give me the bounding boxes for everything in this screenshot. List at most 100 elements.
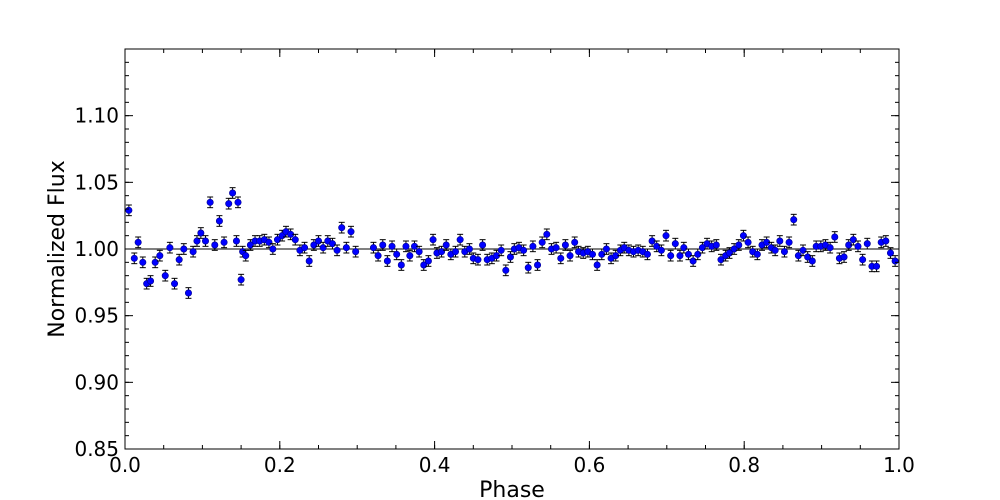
point-marker — [456, 236, 464, 244]
data-point — [826, 241, 834, 254]
point-marker — [873, 262, 881, 270]
data-point — [442, 239, 450, 251]
point-marker — [717, 256, 725, 264]
point-marker — [739, 232, 747, 240]
data-point — [543, 228, 551, 241]
point-marker — [557, 254, 565, 262]
data-point — [776, 235, 784, 247]
data-point — [429, 233, 437, 246]
point-marker — [502, 266, 510, 274]
point-marker — [863, 240, 871, 248]
point-marker — [229, 189, 237, 197]
data-point — [790, 213, 798, 226]
data-point — [794, 249, 802, 262]
point-marker — [397, 261, 405, 269]
data-point — [147, 275, 155, 287]
data-point — [125, 204, 133, 217]
point-marker — [479, 241, 487, 249]
point-marker — [415, 248, 423, 256]
point-marker — [171, 280, 179, 288]
data-point — [863, 237, 871, 250]
point-marker — [534, 261, 542, 269]
point-marker — [808, 257, 816, 265]
data-point — [180, 243, 188, 255]
data-point — [260, 233, 268, 246]
data-point — [352, 245, 360, 258]
point-marker — [151, 258, 159, 266]
data-point — [338, 221, 346, 234]
data-point — [524, 261, 532, 274]
point-marker — [799, 246, 807, 254]
point-marker — [891, 257, 899, 265]
data-point — [561, 239, 569, 251]
data-point — [662, 229, 670, 242]
data-point — [520, 244, 528, 257]
point-marker — [374, 252, 382, 260]
data-point — [314, 235, 322, 247]
data-point — [479, 239, 487, 251]
data-point — [402, 240, 410, 253]
data-point — [347, 225, 355, 238]
data-point — [175, 253, 183, 266]
point-marker — [201, 237, 209, 245]
point-marker — [211, 241, 219, 249]
point-marker — [689, 257, 697, 265]
point-marker — [657, 246, 665, 254]
data-point — [333, 244, 341, 257]
data-point — [744, 236, 752, 249]
data-point — [598, 248, 606, 261]
data-point — [197, 227, 205, 239]
point-marker — [193, 237, 201, 245]
point-marker — [388, 242, 396, 250]
point-marker — [780, 248, 788, 256]
point-marker — [420, 261, 428, 269]
point-marker — [232, 237, 240, 245]
point-marker — [406, 252, 414, 260]
data-point — [785, 236, 793, 249]
data-point — [465, 243, 473, 255]
point-marker — [725, 249, 733, 257]
data-point — [625, 244, 633, 257]
data-point — [184, 287, 192, 299]
data-point — [211, 239, 219, 251]
axis-ticks-layer: 0.0 0.2 0.4 0.6 0.8 1.0 0.85 0.90 0.95 1.00 1.05 1.… — [74, 48, 915, 477]
point-marker — [134, 238, 142, 246]
point-marker — [662, 232, 670, 240]
point-marker — [166, 244, 174, 252]
point-marker — [712, 241, 720, 249]
point-marker — [197, 229, 205, 237]
data-point — [215, 215, 223, 227]
y-tick-label: 0.95 — [74, 304, 119, 328]
data-point — [451, 245, 459, 258]
data-point — [310, 239, 318, 251]
point-marker — [694, 250, 702, 258]
x-tick-label: 0.2 — [264, 453, 296, 477]
data-point — [234, 196, 242, 209]
data-point — [808, 255, 816, 267]
point-marker — [301, 244, 309, 252]
point-marker — [125, 206, 133, 214]
point-marker — [402, 242, 410, 250]
data-point — [694, 248, 702, 261]
point-marker — [429, 236, 437, 244]
data-point — [698, 241, 706, 254]
data-point — [506, 251, 514, 263]
point-marker — [849, 236, 857, 244]
x-tick-label: 0.8 — [728, 453, 760, 477]
point-marker — [671, 240, 679, 248]
data-point — [859, 253, 867, 266]
point-marker — [175, 256, 183, 264]
point-marker — [215, 217, 223, 225]
point-marker — [139, 258, 147, 266]
point-marker — [237, 276, 245, 284]
data-point — [557, 252, 565, 265]
point-marker — [246, 241, 254, 249]
data-point — [593, 259, 601, 271]
x-axis-label: Phase — [479, 478, 545, 500]
data-point — [735, 239, 743, 251]
point-marker — [161, 272, 169, 280]
point-marker — [840, 253, 848, 261]
point-marker — [698, 244, 706, 252]
point-marker — [753, 250, 761, 258]
data-point — [269, 243, 277, 255]
